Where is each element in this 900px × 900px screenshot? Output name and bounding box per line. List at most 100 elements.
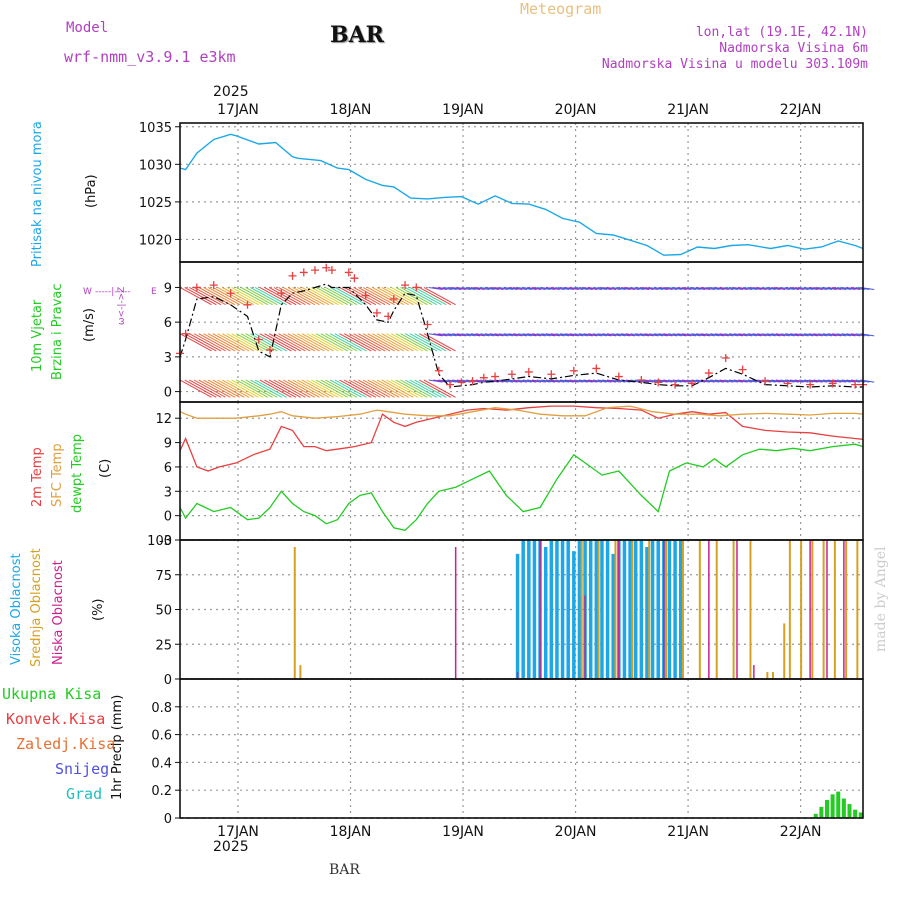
wind-barb — [555, 379, 570, 383]
y-tick-label: 0 — [164, 510, 172, 525]
wind-barb — [240, 333, 273, 352]
wind-barb — [254, 379, 287, 398]
wind-barb — [494, 286, 509, 291]
model-label: Model — [66, 20, 109, 36]
wind-barb — [766, 333, 781, 337]
wind-gust-marker — [434, 366, 443, 375]
wind-barb — [400, 379, 433, 398]
wind-barb — [574, 333, 589, 337]
wind-barb — [686, 333, 701, 337]
wind-barb — [742, 379, 757, 383]
wind-barb — [606, 333, 621, 337]
wind-barb — [841, 286, 856, 291]
wind-barb — [785, 333, 800, 337]
wind-barb — [433, 333, 448, 337]
wind-barb — [705, 286, 720, 291]
wind-barb — [658, 333, 673, 337]
wind-barb — [475, 333, 490, 337]
wind-barb — [466, 333, 481, 337]
wind-barb — [836, 379, 851, 383]
wind-barb — [663, 333, 678, 337]
wind-barb — [475, 286, 490, 291]
wind-barb — [362, 379, 395, 398]
precip-bar — [841, 798, 846, 818]
wind-barb — [193, 333, 226, 352]
wind-gust-marker — [327, 266, 336, 275]
wind-barb — [644, 286, 659, 291]
panel-frame — [179, 122, 864, 263]
wind-barb — [691, 286, 706, 291]
wind-barb — [799, 379, 814, 383]
wind-barb — [226, 287, 259, 306]
wind-barb — [217, 379, 250, 398]
wind-barb — [564, 333, 579, 337]
bottom-date-label: 20JAN — [555, 824, 597, 840]
wind-barb — [531, 286, 546, 291]
wind-barb — [574, 379, 589, 383]
wind-gust-marker — [311, 266, 320, 275]
y-tick-label: 3 — [164, 351, 172, 366]
wind-barb — [311, 333, 344, 352]
precip-bar — [819, 806, 824, 818]
wind-barb — [282, 287, 316, 306]
wind-barb — [747, 286, 762, 291]
wind-gust-marker — [457, 378, 466, 387]
wind-barb — [376, 333, 409, 352]
wind-barb — [747, 333, 762, 337]
wind-barb — [658, 379, 673, 383]
wind-barb — [287, 333, 320, 352]
wind-barb — [264, 333, 297, 352]
wind-barb — [724, 333, 739, 337]
top-date-label: 18JAN — [330, 102, 372, 118]
wind-gust-marker — [671, 380, 680, 389]
wind-barb — [522, 379, 537, 383]
wind-barb — [358, 287, 391, 306]
wind-barb — [841, 333, 856, 337]
wind-barb — [775, 286, 790, 291]
wind-barb — [362, 333, 395, 352]
wind-barb — [738, 286, 753, 291]
wind-barb — [574, 286, 589, 291]
wind-barb — [329, 287, 362, 306]
wind-barb — [639, 286, 654, 291]
wind-compass-e: E — [151, 287, 157, 297]
wind-barb — [400, 333, 433, 352]
wind-barb — [564, 379, 579, 383]
wind-barb — [597, 333, 612, 337]
precip-conv-label: Konvek.Kisa — [6, 710, 106, 728]
wind-barb — [315, 287, 348, 306]
wind-barb — [221, 287, 255, 306]
wind-barb — [226, 379, 259, 398]
wind-barb — [630, 286, 645, 291]
wind-barb — [198, 287, 231, 306]
wind-barb — [681, 286, 696, 291]
wind-barb — [827, 333, 842, 337]
wind-barb — [649, 286, 664, 291]
wind-barb — [714, 333, 729, 337]
wind-barb — [503, 379, 518, 383]
y-tick-label: 0.4 — [151, 756, 172, 771]
wind-barb — [315, 379, 348, 398]
wind-barb — [203, 333, 236, 352]
wind-barb — [343, 379, 377, 398]
wind-barb — [278, 379, 311, 398]
wind-barb — [498, 333, 513, 337]
y-tick-label: 9 — [164, 437, 172, 452]
wind-barb — [803, 286, 818, 291]
y-tick-label: 0.6 — [151, 729, 172, 744]
wind-barb — [714, 379, 729, 383]
wind-barb — [517, 379, 532, 383]
y-tick-label: 0 — [164, 673, 172, 688]
wind-barb — [461, 333, 476, 337]
wind-gust-marker — [687, 379, 696, 388]
wind-gust-marker — [614, 372, 623, 381]
wind-barb — [353, 379, 386, 398]
precip-total-label: Ukupna Kisa — [2, 685, 102, 703]
wind-barb — [404, 333, 438, 352]
lonlat-label: lon,lat (19.1E, 42.1N) — [695, 25, 868, 40]
wind-barb — [508, 286, 523, 291]
y-tick-label: -3 — [159, 534, 172, 549]
y-tick-label: 6 — [164, 316, 172, 331]
wind-barb — [700, 379, 715, 383]
